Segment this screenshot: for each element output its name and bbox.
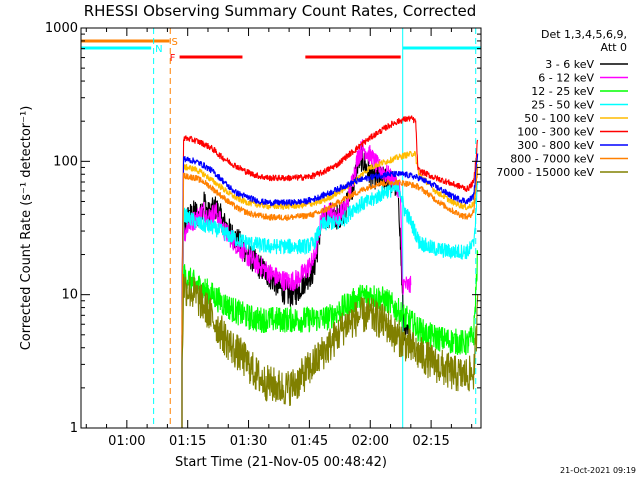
y-tick-label: 10 xyxy=(61,288,78,303)
legend-detectors: Det 1,3,4,5,6,9, xyxy=(541,28,627,41)
mode-change-lines xyxy=(153,28,477,428)
x-tick-label: 02:00 xyxy=(352,434,389,449)
observing-flags: SNF xyxy=(81,37,481,64)
x-tick-label: 01:15 xyxy=(169,434,206,449)
series-7000-15000-kev xyxy=(181,273,479,428)
x-tick-label: 01:30 xyxy=(230,434,267,449)
chart-title: RHESSI Observing Summary Count Rates, Co… xyxy=(84,2,477,20)
legend-label-300-800-kev: 300 - 800 keV xyxy=(517,139,594,152)
series-25-50-kev xyxy=(181,181,479,428)
series-layer xyxy=(181,115,479,428)
legend-label-25-50-kev: 25 - 50 keV xyxy=(531,99,594,112)
series-12-25-kev xyxy=(181,250,479,428)
legend-label-6-12-kev: 6 - 12 keV xyxy=(538,72,594,85)
series-6-12-kev xyxy=(181,139,412,428)
y-axis-ticks: 1 10 100 1000 xyxy=(45,21,481,436)
y-axis-label: Corrected Count Rate (s⁻¹ detector⁻¹) xyxy=(19,106,34,351)
y-tick-label: 1 xyxy=(70,421,78,436)
plot-area: SNF xyxy=(81,28,481,428)
legend-label-50-100-kev: 50 - 100 keV xyxy=(524,112,594,125)
plot-frame xyxy=(80,27,482,429)
y-tick-label: 100 xyxy=(53,154,78,169)
legend-label-100-300-kev: 100 - 300 keV xyxy=(517,126,594,139)
series-300-800-kev xyxy=(181,153,479,428)
flag-n-label: N xyxy=(155,44,162,55)
series-100-300-kev xyxy=(181,115,479,428)
axes xyxy=(80,27,482,429)
x-axis-ticks: 01:00 01:15 01:30 01:45 02:00 02:15 xyxy=(85,28,473,449)
legend-attenuator: Att 0 xyxy=(601,41,627,54)
series-800-7000-kev xyxy=(181,166,479,428)
x-tick-label: 01:45 xyxy=(291,434,328,449)
series-3-6-kev xyxy=(181,145,412,428)
x-tick-label: 01:00 xyxy=(108,434,145,449)
footer-date: 21-Oct-2021 09:19 xyxy=(560,466,636,475)
y-tick-label: 1000 xyxy=(45,21,78,36)
legend-label-800-7000-kev: 800 - 7000 keV xyxy=(510,153,594,166)
legend-label-12-25-kev: 12 - 25 keV xyxy=(531,85,594,98)
legend-label-7000-15000-kev: 7000 - 15000 keV xyxy=(496,166,594,179)
x-axis-label: Start Time (21-Nov-05 00:48:42) xyxy=(175,455,387,470)
flag-s-label: S xyxy=(171,37,177,48)
x-tick-label: 02:15 xyxy=(412,434,449,449)
flag-f-label: F xyxy=(170,53,176,64)
legend-label-3-6-kev: 3 - 6 keV xyxy=(545,58,594,71)
